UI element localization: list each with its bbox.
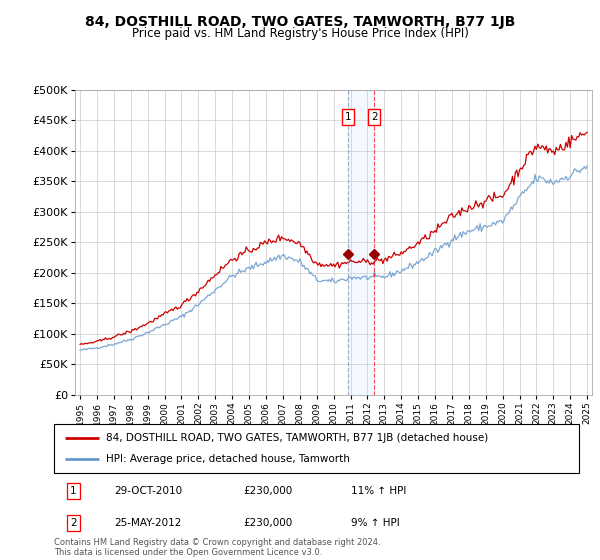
Text: 84, DOSTHILL ROAD, TWO GATES, TAMWORTH, B77 1JB (detached house): 84, DOSTHILL ROAD, TWO GATES, TAMWORTH, … [107,433,489,443]
Text: HPI: Average price, detached house, Tamworth: HPI: Average price, detached house, Tamw… [107,454,350,464]
Text: £230,000: £230,000 [243,486,292,496]
Text: Contains HM Land Registry data © Crown copyright and database right 2024.
This d: Contains HM Land Registry data © Crown c… [54,538,380,557]
Text: 29-OCT-2010: 29-OCT-2010 [115,486,182,496]
Text: Price paid vs. HM Land Registry's House Price Index (HPI): Price paid vs. HM Land Registry's House … [131,27,469,40]
Text: 1: 1 [70,486,77,496]
Text: 9% ↑ HPI: 9% ↑ HPI [350,518,400,528]
FancyBboxPatch shape [54,424,579,473]
Text: 84, DOSTHILL ROAD, TWO GATES, TAMWORTH, B77 1JB: 84, DOSTHILL ROAD, TWO GATES, TAMWORTH, … [85,15,515,29]
Text: 1: 1 [344,112,351,122]
Text: £230,000: £230,000 [243,518,292,528]
Text: 2: 2 [70,518,77,528]
Bar [347,90,374,395]
Text: 11% ↑ HPI: 11% ↑ HPI [350,486,406,496]
Text: 2: 2 [371,112,377,122]
Text: 25-MAY-2012: 25-MAY-2012 [115,518,182,528]
